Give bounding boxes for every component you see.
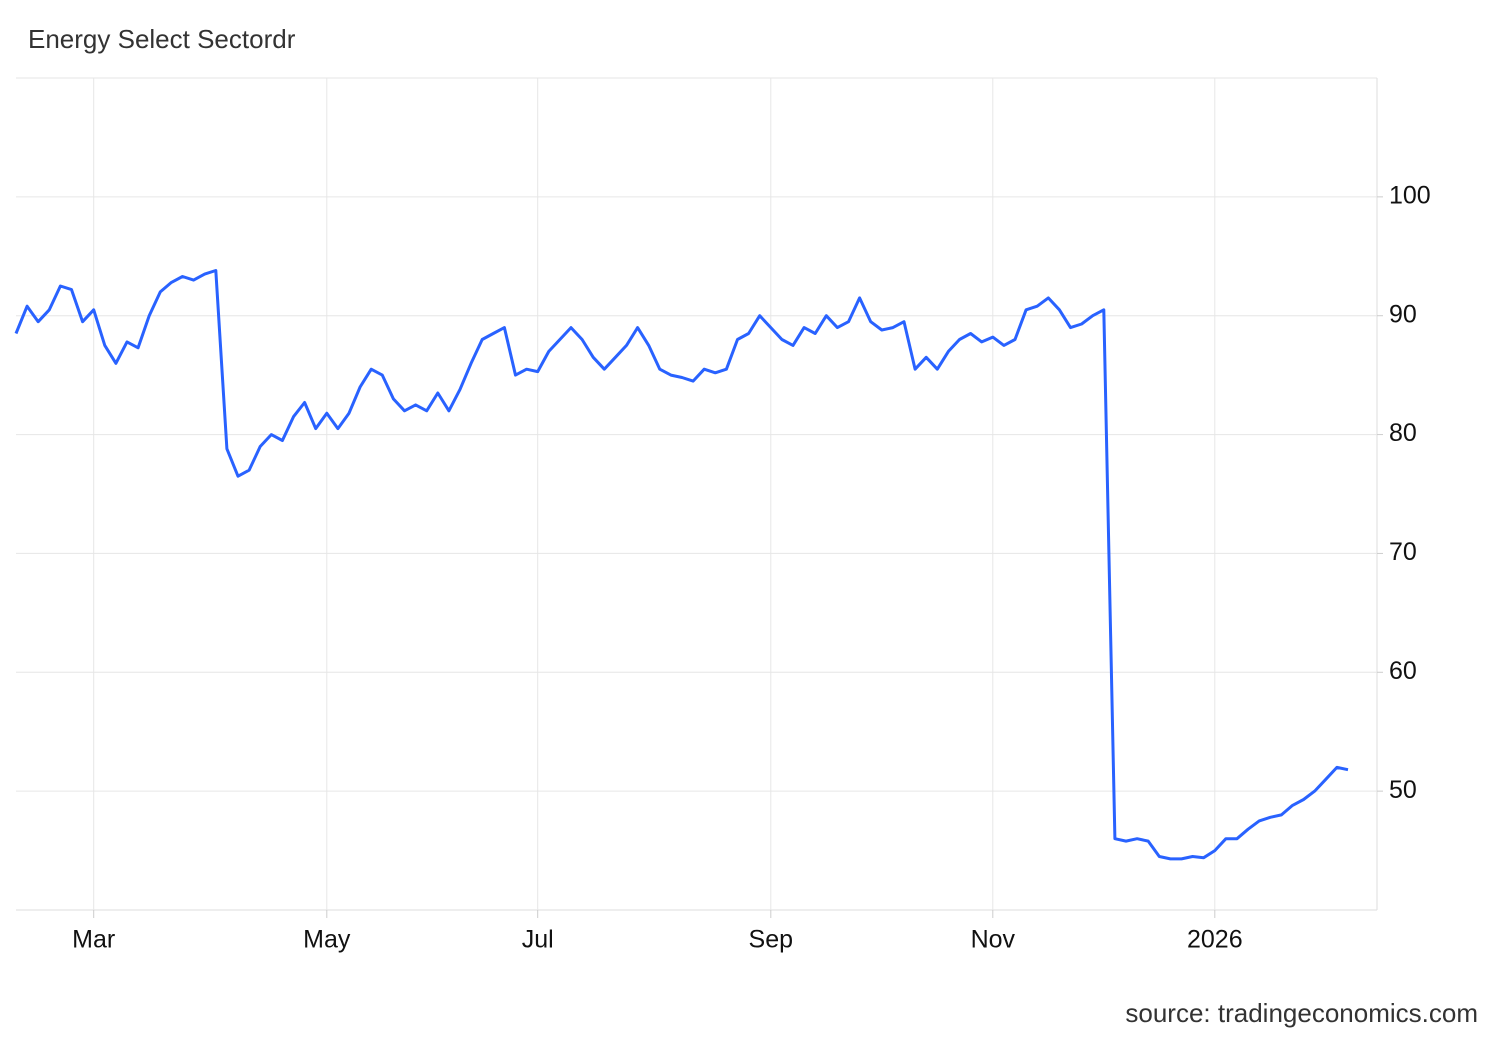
- line: [14, 269, 1349, 861]
- y-tick-label: 70: [1389, 538, 1417, 566]
- chart-title: Energy Select Sectordr: [28, 24, 296, 54]
- x-tick-label: Sep: [749, 926, 793, 954]
- y-tick-label: 90: [1389, 300, 1417, 328]
- y-tick-label: 100: [1389, 181, 1431, 209]
- y-tick-label: 60: [1389, 657, 1417, 685]
- y-tick-label: 50: [1389, 776, 1417, 804]
- y-tick-label: 80: [1389, 419, 1417, 447]
- x-tick-label: May: [303, 926, 351, 954]
- x-tick-label: Mar: [72, 926, 115, 954]
- x-tick-label: Jul: [522, 926, 554, 954]
- source: source: tradingeconomics.com: [1125, 998, 1478, 1028]
- x-tick-label: 2026: [1187, 926, 1243, 954]
- x-tick-label: Nov: [971, 926, 1016, 954]
